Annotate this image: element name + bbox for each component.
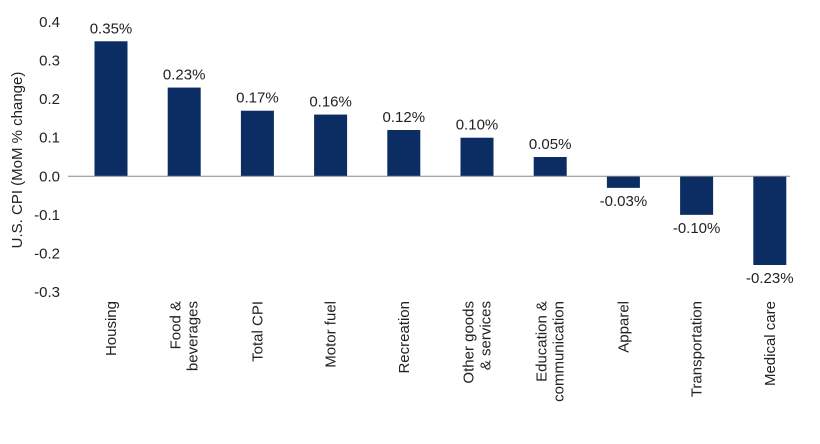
bar (606, 176, 640, 188)
category-label: communication (551, 301, 568, 402)
data-label: 0.12% (383, 109, 426, 126)
category-label: Other goods (461, 301, 478, 384)
category-label: & services (478, 301, 495, 370)
data-label: -0.10% (673, 220, 721, 237)
data-label: 0.16% (309, 94, 352, 111)
bars (94, 41, 787, 265)
y-axis-ticks: 0.4 0.3 0.2 0.1 0.0 -0.1 -0.2 -0.3 (34, 14, 60, 301)
data-labels: 0.35% 0.23% 0.17% 0.16% 0.12% 0.10% 0.05% -0.03… (90, 20, 794, 287)
category-label: beverages (185, 301, 202, 371)
data-label: 0.23% (163, 67, 206, 84)
category-label: Transportation (689, 301, 706, 397)
y-tick-label: 0.4 (39, 14, 60, 31)
y-tick-label: -0.3 (34, 284, 60, 301)
data-label: -0.03% (600, 193, 648, 210)
data-label: -0.23% (746, 270, 794, 287)
category-label: Medical care (762, 301, 779, 386)
y-tick-label: 0.0 (39, 168, 60, 185)
bar (680, 176, 714, 215)
y-tick-label: -0.1 (34, 207, 60, 224)
category-label: Recreation (396, 301, 413, 374)
y-axis-title-group: U.S. CPI (MoM % change) (9, 72, 26, 249)
data-label: 0.10% (456, 117, 499, 134)
category-label: Total CPI (249, 301, 266, 362)
category-label: Apparel (615, 301, 632, 353)
bar (753, 176, 787, 265)
category-label: Food & (168, 301, 185, 349)
bar (314, 114, 348, 177)
category-label: Housing (103, 301, 120, 356)
data-label: 0.17% (236, 90, 279, 107)
category-label: Education & (534, 301, 551, 382)
bar (533, 157, 567, 177)
category-labels: Housing Food & beverages Total CPI Motor fue… (103, 301, 779, 402)
y-tick-label: 0.1 (39, 130, 60, 147)
y-axis-title: U.S. CPI (MoM % change) (9, 72, 26, 249)
data-label: 0.35% (90, 20, 133, 37)
bar (94, 41, 128, 177)
bar (387, 130, 421, 177)
category-label: Motor fuel (323, 301, 340, 368)
y-tick-label: 0.2 (39, 91, 60, 108)
bar (167, 87, 201, 177)
bar (240, 110, 274, 177)
y-tick-label: 0.3 (39, 53, 60, 70)
data-label: 0.05% (529, 136, 572, 153)
bar (460, 137, 494, 177)
y-tick-label: -0.2 (34, 245, 60, 262)
